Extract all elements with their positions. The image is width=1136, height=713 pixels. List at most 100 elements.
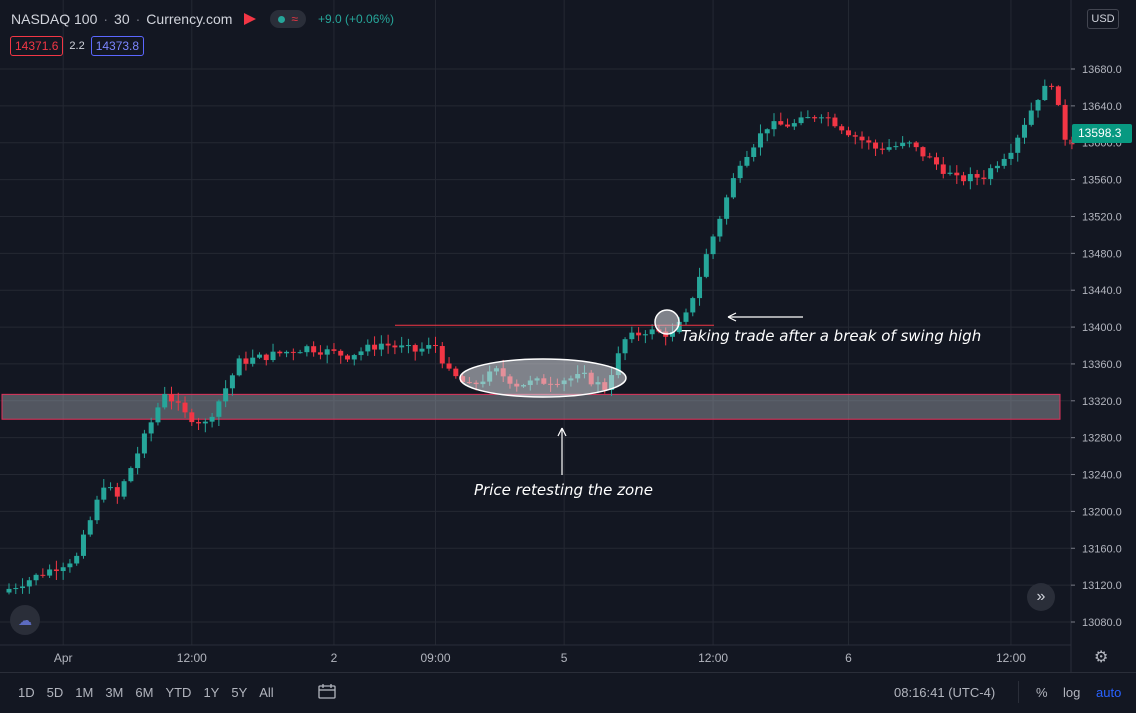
- candle-body: [74, 555, 80, 564]
- x-tick-label: 12:00: [698, 651, 728, 665]
- candle-body: [967, 174, 973, 182]
- bid-ask-row: 14371.6 2.2 14373.8: [10, 36, 145, 56]
- range-all-button[interactable]: All: [259, 685, 274, 700]
- y-tick-label: 13200.0: [1082, 506, 1122, 518]
- candle-body: [141, 433, 147, 454]
- clock-timezone[interactable]: 08:16:41 (UTC-4): [894, 685, 996, 700]
- candle-body: [1055, 86, 1061, 105]
- market-status-pill[interactable]: ≈: [270, 10, 306, 28]
- spread-value: 2.2: [69, 40, 85, 52]
- candle-body: [710, 236, 716, 255]
- gear-icon[interactable]: ⚙: [1094, 649, 1109, 666]
- cloud-logo-icon[interactable]: ☁: [10, 605, 40, 635]
- candle-body: [1028, 110, 1034, 125]
- candle-body: [155, 407, 161, 423]
- candle-body: [229, 375, 235, 389]
- date-range-buttons: 1D 5D 1M 3M 6M YTD 1Y 5Y All: [18, 685, 274, 700]
- auto-scale-toggle[interactable]: auto: [1096, 685, 1122, 700]
- candle-body: [832, 117, 838, 127]
- chart-legend: NASDAQ 100 · 30 · Currency.com ≈ +9.0 (+…: [11, 10, 394, 28]
- currency-selector[interactable]: USD: [1087, 9, 1119, 29]
- candle-body: [913, 142, 919, 148]
- candle-body: [906, 142, 912, 144]
- symbol-name[interactable]: NASDAQ 100: [11, 11, 98, 27]
- log-scale-toggle[interactable]: log: [1063, 685, 1081, 700]
- candle-body: [1008, 152, 1014, 159]
- y-tick-label: 13400.0: [1082, 322, 1122, 334]
- last-price-tag: 13598.3: [1072, 124, 1132, 143]
- candle-body: [108, 487, 114, 489]
- candle-body: [175, 401, 181, 403]
- candle-body: [994, 165, 1000, 169]
- candle-body: [67, 563, 73, 568]
- candle-body: [223, 388, 229, 402]
- candle-body: [1049, 85, 1055, 87]
- buy-price-button[interactable]: 14373.8: [90, 36, 145, 56]
- candle-body: [80, 534, 86, 556]
- candle-body: [236, 358, 242, 376]
- y-tick-label: 13440.0: [1082, 285, 1122, 297]
- candle-body: [1042, 85, 1048, 101]
- toolbar-divider: [1018, 681, 1019, 703]
- candle-body: [13, 588, 19, 590]
- candle-body: [324, 349, 330, 355]
- wave-icon: ≈: [291, 12, 298, 26]
- candle-body: [1001, 158, 1007, 166]
- candle-body: [879, 148, 885, 150]
- date-range-icon[interactable]: [318, 683, 336, 699]
- candle-body: [433, 345, 439, 347]
- candle-body: [338, 350, 344, 356]
- candle-body: [771, 121, 777, 130]
- candle-body: [168, 394, 174, 402]
- candle-body: [378, 343, 384, 350]
- retest-arrowhead: [557, 427, 567, 437]
- candle-body: [290, 351, 296, 353]
- candle-body: [385, 343, 391, 346]
- candle-body: [331, 349, 337, 351]
- percent-scale-toggle[interactable]: %: [1036, 685, 1048, 700]
- x-tick-label: 6: [845, 651, 852, 665]
- range-6m-button[interactable]: 6M: [135, 685, 154, 700]
- candle-body: [1035, 100, 1041, 111]
- candle-body: [927, 156, 933, 158]
- candle-body: [940, 164, 946, 174]
- candle-body: [148, 422, 154, 434]
- legend-separator: ·: [103, 11, 109, 27]
- candle-body: [101, 487, 107, 500]
- range-1m-button[interactable]: 1M: [75, 685, 94, 700]
- candle-body: [642, 334, 648, 336]
- candle-body: [162, 394, 168, 408]
- candle-body: [216, 401, 222, 417]
- scroll-to-realtime-icon[interactable]: »: [1027, 583, 1055, 611]
- candle-body: [785, 124, 791, 127]
- interval-label[interactable]: 30: [114, 11, 130, 27]
- y-tick-label: 13640.0: [1082, 101, 1122, 113]
- candle-body: [812, 117, 818, 119]
- y-tick-label: 13320.0: [1082, 396, 1122, 408]
- annotation-breakout-text: Taking trade after a break of swing high: [681, 327, 981, 345]
- candle-body: [920, 147, 926, 157]
- range-5d-button[interactable]: 5D: [46, 685, 64, 700]
- candle-body: [317, 352, 323, 355]
- candle-body: [778, 121, 784, 125]
- range-3m-button[interactable]: 3M: [105, 685, 124, 700]
- sell-price-button[interactable]: 14371.6: [10, 36, 64, 56]
- candle-body: [900, 142, 906, 147]
- breakout-circle: [654, 309, 680, 335]
- candle-body: [412, 345, 418, 352]
- candle-body: [365, 344, 371, 352]
- candle-body: [893, 146, 899, 148]
- range-5y-button[interactable]: 5Y: [231, 685, 248, 700]
- candle-body: [629, 332, 635, 340]
- range-ytd-button[interactable]: YTD: [165, 685, 192, 700]
- candle-body: [40, 574, 46, 576]
- range-1y-button[interactable]: 1Y: [203, 685, 220, 700]
- candle-body: [615, 353, 621, 376]
- candle-body: [345, 355, 350, 360]
- candle-body: [53, 569, 59, 572]
- range-1d-button[interactable]: 1D: [18, 685, 35, 700]
- candle-body: [60, 567, 66, 572]
- candle-body: [351, 355, 357, 360]
